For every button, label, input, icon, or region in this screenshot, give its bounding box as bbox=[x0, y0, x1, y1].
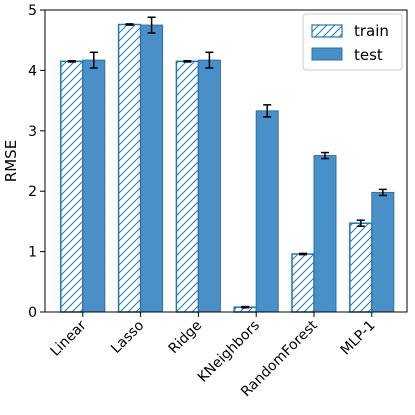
legend-label-train: train bbox=[354, 22, 389, 40]
errorbar-test-mlp-1 bbox=[378, 188, 387, 197]
y-tick-label: 1 bbox=[28, 245, 37, 261]
x-tick-label-mlp-1: MLP-1 bbox=[338, 318, 379, 359]
y-tick-label: 5 bbox=[28, 3, 37, 19]
y-tick-label: 2 bbox=[28, 184, 37, 200]
y-axis: 0 1 2 3 4 5 bbox=[28, 3, 45, 321]
y-tick-label: 0 bbox=[28, 305, 37, 321]
errorbar-train-mlp-1 bbox=[356, 219, 365, 227]
y-axis-label: RMSE bbox=[2, 140, 20, 182]
bar-test-ridge bbox=[197, 59, 221, 313]
x-tick-label-linear: Linear bbox=[48, 317, 90, 359]
legend-label-test: test bbox=[354, 46, 383, 64]
errorbar-train-kneighbors bbox=[241, 305, 250, 309]
bar-test-randomforest bbox=[313, 155, 337, 313]
bar-train-mlp-1 bbox=[349, 222, 373, 313]
legend-swatch-test bbox=[311, 47, 343, 61]
x-tick-label-lasso: Lasso bbox=[108, 318, 147, 357]
errorbar-train-linear bbox=[67, 59, 76, 63]
legend-swatch-train bbox=[311, 24, 343, 38]
errorbar-test-linear bbox=[89, 51, 98, 69]
bar-train-randomforest bbox=[291, 253, 315, 313]
legend: train test bbox=[302, 13, 403, 71]
bar-train-lasso bbox=[117, 23, 142, 313]
bar-train-ridge bbox=[175, 60, 200, 313]
bar-test-lasso bbox=[140, 24, 164, 313]
bar-test-linear bbox=[82, 59, 106, 313]
errorbar-test-randomforest bbox=[321, 151, 329, 160]
bar-test-kneighbors bbox=[255, 110, 279, 313]
x-tick-label-ridge: Ridge bbox=[166, 318, 206, 358]
plot-frame bbox=[44, 9, 408, 313]
errorbar-test-ridge bbox=[205, 51, 214, 69]
errorbar-train-ridge bbox=[183, 59, 192, 63]
bar-test-mlp-1 bbox=[371, 191, 395, 313]
errorbars-layer bbox=[67, 16, 387, 309]
y-tick-label: 3 bbox=[28, 124, 37, 140]
errorbar-train-randomforest bbox=[299, 252, 307, 256]
bar-train-linear bbox=[60, 60, 84, 313]
errorbar-test-lasso bbox=[147, 16, 156, 34]
errorbar-test-kneighbors bbox=[263, 104, 272, 118]
bars-layer bbox=[60, 23, 395, 313]
errorbar-train-lasso bbox=[125, 23, 134, 26]
y-tick-label: 4 bbox=[28, 63, 37, 79]
